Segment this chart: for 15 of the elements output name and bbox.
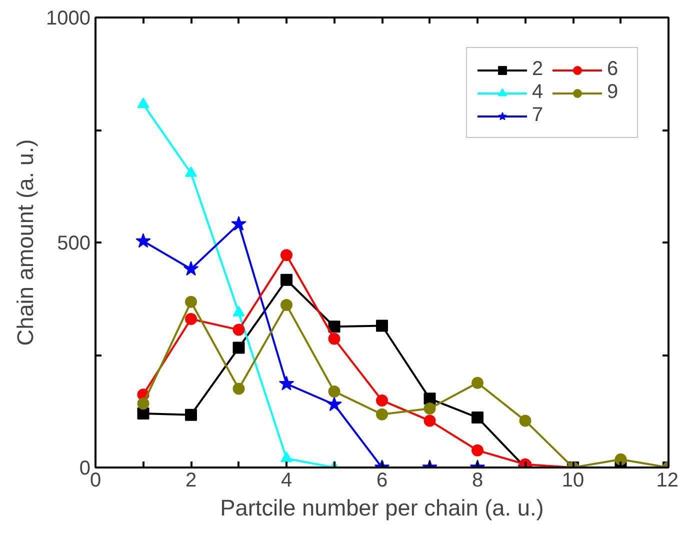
legend-label: 2 (532, 58, 544, 81)
x-tick-label: 6 (376, 470, 388, 492)
x-axis-title: Partcile number per chain (a. u.) (220, 494, 544, 520)
x-tick-label: 10 (562, 470, 584, 492)
y-tick-label: 500 (57, 232, 91, 254)
x-tick-label: 2 (185, 470, 197, 492)
legend-label: 4 (532, 81, 544, 104)
x-tick-label: 12 (656, 470, 678, 492)
legend-label: 6 (607, 58, 620, 81)
y-axis-title: Chain amount (a. u.) (12, 139, 38, 346)
x-tick-label: 8 (472, 470, 484, 492)
legend-label: 9 (607, 81, 620, 104)
y-tick-label: 1000 (46, 8, 91, 30)
x-tick-label: 4 (280, 470, 292, 492)
legend-label: 7 (532, 104, 544, 127)
